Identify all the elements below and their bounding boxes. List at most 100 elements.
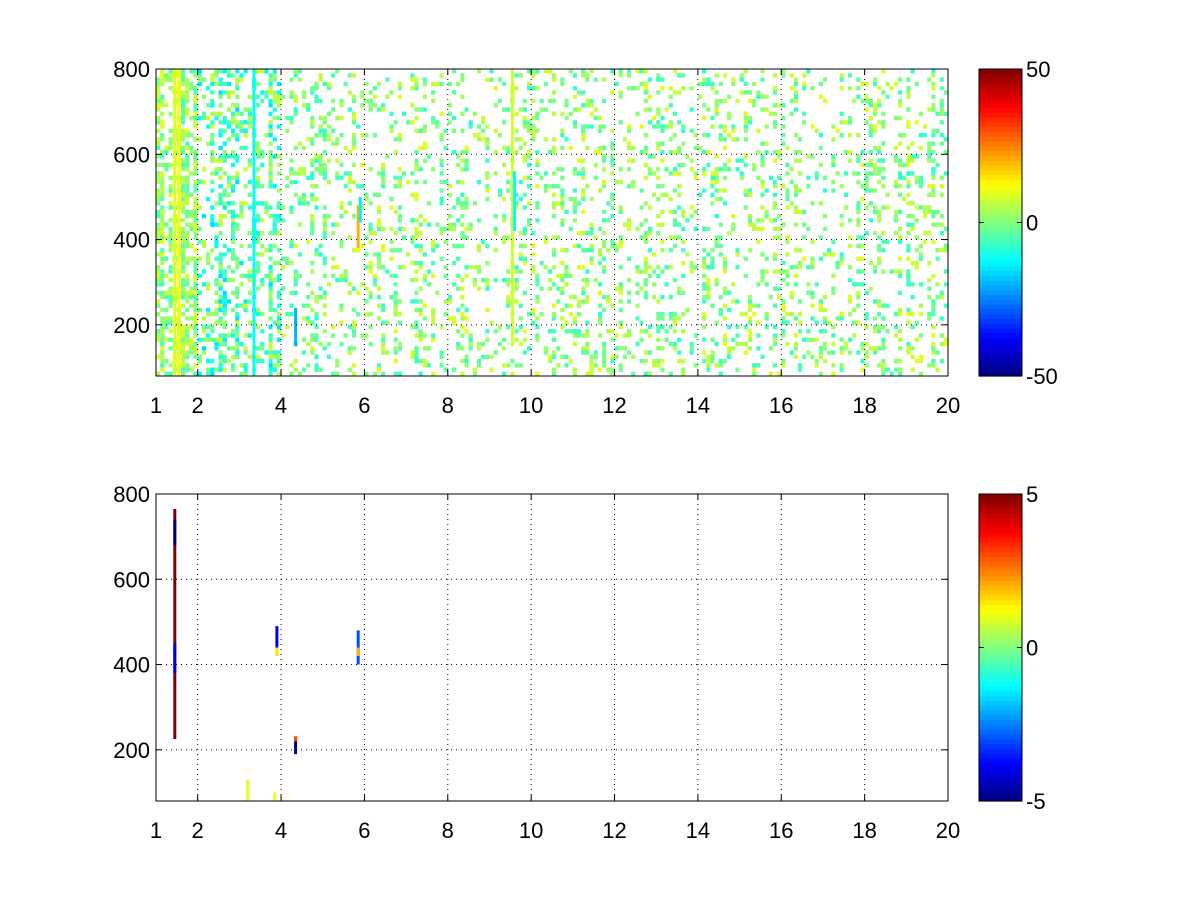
heatmap-cell: [272, 350, 277, 355]
colorbar-segment: [979, 294, 1022, 300]
x-tick-label: 10: [519, 818, 543, 843]
heatmap-cell: [389, 196, 394, 202]
heatmap-cell: [864, 175, 869, 180]
heatmap-cell: [531, 73, 536, 78]
heatmap-cell: [201, 167, 207, 172]
heatmap-cell: [456, 201, 461, 206]
heatmap-cell: [718, 235, 723, 240]
heatmap-cell: [777, 286, 782, 291]
heatmap-cell: [656, 273, 661, 278]
heatmap-cell: [314, 98, 319, 104]
heatmap-cell: [156, 277, 161, 283]
heatmap-cell: [631, 86, 636, 91]
heatmap-streak: [173, 643, 177, 673]
heatmap-cell: [939, 133, 944, 138]
heatmap-cell: [231, 256, 236, 261]
heatmap-cell: [864, 98, 869, 104]
heatmap-cell: [160, 324, 165, 330]
heatmap-cell: [306, 103, 311, 108]
heatmap-cell: [931, 188, 936, 193]
heatmap-cell: [314, 94, 319, 99]
heatmap-cell: [785, 282, 790, 287]
heatmap-cell: [731, 346, 736, 351]
heatmap-cell: [910, 222, 915, 227]
heatmap-cell: [877, 303, 882, 308]
heatmap-streak: [358, 196, 362, 223]
heatmap-cell: [506, 303, 511, 308]
heatmap-cell: [243, 107, 248, 112]
heatmap-cell: [210, 205, 215, 210]
heatmap-cell: [268, 290, 273, 295]
heatmap-cell: [877, 171, 882, 176]
x-tick-label: 18: [852, 393, 876, 418]
heatmap-cell: [222, 337, 227, 342]
heatmap-cell: [356, 312, 361, 317]
heatmap-cell: [256, 235, 261, 240]
colorbar-tick-label: 50: [1026, 57, 1050, 82]
heatmap-cell: [481, 120, 486, 125]
heatmap-cell: [898, 98, 903, 104]
heatmap-cell: [301, 350, 307, 355]
heatmap-cell: [243, 371, 248, 376]
heatmap-cell: [218, 77, 223, 82]
heatmap-cell: [547, 277, 552, 283]
bottom-colorbar: 50-5: [978, 482, 1046, 814]
heatmap-cell: [339, 162, 344, 168]
heatmap-cell: [581, 333, 586, 338]
heatmap-cell: [414, 218, 419, 223]
heatmap-cell: [768, 346, 773, 351]
heatmap-cell: [181, 333, 186, 338]
heatmap-cell: [160, 252, 165, 257]
heatmap-cell: [606, 218, 611, 223]
heatmap-cell: [527, 69, 532, 74]
heatmap-cell: [181, 226, 186, 232]
heatmap-cell: [881, 358, 886, 364]
heatmap-cell: [310, 137, 315, 142]
heatmap-cell: [339, 115, 344, 121]
heatmap-cell: [914, 218, 919, 223]
heatmap-cell: [881, 184, 886, 189]
heatmap-cell: [760, 273, 765, 278]
heatmap-cell: [222, 358, 227, 364]
heatmap-cell: [706, 277, 711, 283]
colorbar-segment: [979, 757, 1022, 764]
heatmap-cell: [881, 346, 886, 351]
heatmap-cell: [418, 214, 423, 219]
heatmap-cell: [635, 269, 640, 274]
heatmap-cell: [239, 77, 244, 82]
heatmap-cell: [752, 98, 757, 104]
heatmap-cell: [331, 265, 336, 270]
heatmap-cell: [931, 346, 936, 351]
heatmap-cell: [627, 184, 632, 189]
heatmap-cell: [506, 295, 511, 300]
heatmap-cell: [168, 137, 173, 142]
heatmap-cell: [276, 273, 282, 278]
heatmap-cell: [602, 346, 607, 351]
heatmap-cell: [156, 77, 161, 82]
heatmap-cell: [710, 81, 715, 87]
heatmap-cell: [502, 235, 507, 240]
heatmap-cell: [181, 260, 186, 266]
heatmap-cell: [276, 94, 282, 99]
heatmap-cell: [264, 350, 269, 355]
heatmap-cell: [339, 175, 344, 180]
heatmap-cell: [185, 239, 190, 244]
heatmap-cell: [185, 86, 190, 91]
heatmap-cell: [210, 222, 215, 227]
heatmap-cell: [468, 265, 473, 270]
heatmap-cell: [185, 307, 190, 313]
heatmap-cell: [414, 81, 419, 87]
heatmap-cell: [743, 192, 748, 197]
heatmap-cell: [643, 201, 648, 206]
heatmap-cell: [677, 337, 682, 342]
heatmap-cell: [218, 69, 223, 74]
heatmap-cell: [581, 90, 586, 95]
heatmap-cell: [264, 69, 269, 74]
heatmap-cell: [747, 337, 753, 342]
heatmap-cell: [485, 145, 490, 151]
heatmap-cell: [614, 248, 619, 253]
heatmap-cell: [231, 111, 236, 116]
heatmap-cell: [306, 363, 311, 368]
heatmap-cell: [156, 171, 161, 176]
heatmap-cell: [160, 214, 165, 219]
